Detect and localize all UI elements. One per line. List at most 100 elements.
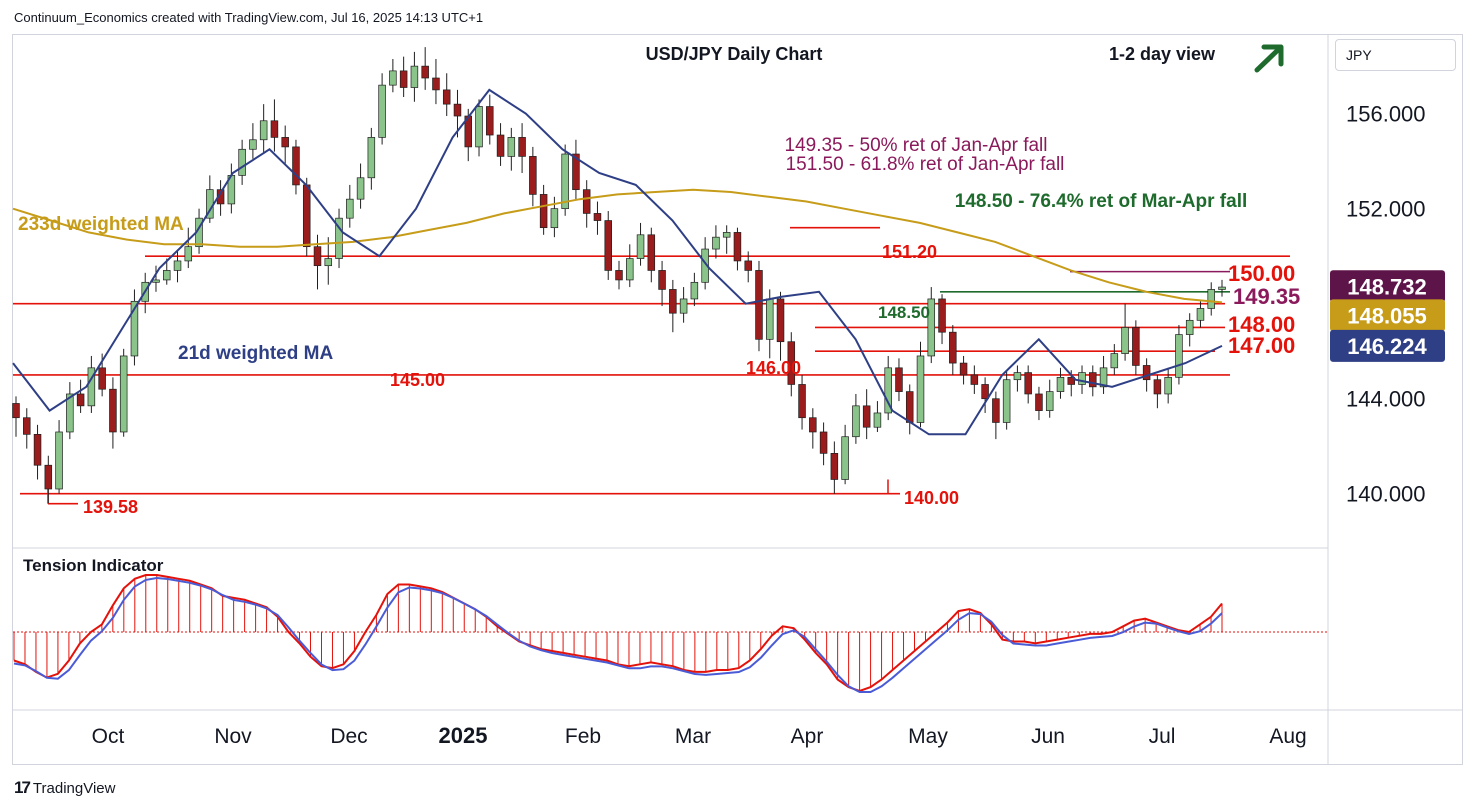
tension-signal-line <box>13 576 1223 693</box>
candle-body <box>916 355 925 423</box>
candle-body <box>324 258 333 267</box>
candle-body <box>992 398 1000 423</box>
candle-body <box>862 405 871 428</box>
candle-body <box>776 298 785 343</box>
candle-body <box>1218 286 1226 290</box>
candle-body <box>378 84 386 138</box>
candle-body <box>163 270 171 281</box>
candle-body <box>733 232 742 262</box>
candle-body <box>959 362 968 376</box>
candle-body <box>539 194 548 229</box>
candle-body <box>496 134 505 157</box>
candle-body <box>249 139 257 150</box>
candle-body <box>1099 367 1108 388</box>
x-tick-label: Oct <box>92 725 125 748</box>
candle-body <box>313 246 322 267</box>
x-tick-label: May <box>908 725 948 748</box>
candle-body <box>690 281 699 300</box>
candle-body <box>399 70 408 88</box>
chart-frame[interactable] <box>12 34 1463 765</box>
y-tick-label: 152.000 <box>1346 197 1426 222</box>
candle-body <box>830 453 839 480</box>
candle-body <box>259 120 268 141</box>
candle-body <box>819 431 828 454</box>
candle-body <box>1035 393 1043 411</box>
level-label: 147.00 <box>1228 333 1295 358</box>
candle-body <box>884 367 892 414</box>
candle-body <box>152 279 160 283</box>
candle-body <box>905 391 914 423</box>
candle-body <box>507 137 516 157</box>
candle-body <box>292 146 300 186</box>
candle-body <box>421 65 429 79</box>
candle-body <box>1013 372 1022 381</box>
y-tick-label: 140.000 <box>1346 482 1426 507</box>
level-label: 149.35 <box>1233 284 1300 309</box>
candle-body <box>109 388 117 433</box>
candle-body <box>1110 353 1119 369</box>
candle-body <box>787 341 796 385</box>
level-label: 150.00 <box>1228 261 1295 286</box>
up-right-arrow-icon <box>1254 44 1284 73</box>
candle-body <box>1002 379 1011 423</box>
price-badge-label: 148.055 <box>1347 303 1427 328</box>
candle-body <box>238 148 246 176</box>
candle-body <box>809 417 817 433</box>
candle-body <box>981 384 989 400</box>
candle-body <box>389 70 397 86</box>
chart-subtitle: 1-2 day view <box>1109 44 1216 64</box>
candle-body <box>561 153 569 210</box>
candle-body <box>1024 372 1032 395</box>
chart-title: USD/JPY Daily Chart <box>646 44 823 64</box>
tradingview-logo-icon: 17 <box>14 778 31 797</box>
candle-body <box>852 405 860 438</box>
x-tick-label: Jul <box>1149 725 1176 748</box>
price-badge <box>1330 270 1445 303</box>
candle-body <box>1196 308 1205 321</box>
candle-body <box>744 260 752 271</box>
candle-body <box>76 393 85 407</box>
ma-233d-label: 233d weighted MA <box>18 214 184 235</box>
candle-body <box>1089 372 1097 388</box>
candle-body <box>970 374 979 385</box>
currency-selector[interactable]: JPY <box>1335 39 1456 71</box>
candle-body <box>572 153 580 191</box>
candle-body <box>755 270 763 340</box>
candle-body <box>270 120 279 138</box>
x-tick-label: Apr <box>791 725 824 748</box>
candle-body <box>658 270 666 290</box>
candle-body <box>636 234 645 259</box>
level-label: 151.20 <box>882 242 937 262</box>
candle-body <box>669 289 677 314</box>
candle-body <box>1153 379 1162 395</box>
candle-body <box>722 232 731 238</box>
candle-body <box>453 103 462 117</box>
level-label: 148.00 <box>1228 312 1295 337</box>
tension-indicator-title: Tension Indicator <box>23 556 164 575</box>
candle-body <box>841 436 849 480</box>
candle-body <box>346 198 354 219</box>
candle-body <box>938 298 946 333</box>
x-tick-label: Aug <box>1269 725 1306 748</box>
candle-body <box>593 213 602 221</box>
candle-body <box>1164 376 1172 395</box>
level-label: 145.00 <box>390 370 445 390</box>
candle-body <box>23 417 31 435</box>
candle-body <box>486 106 494 136</box>
ma-21d-label: 21d weighted MA <box>178 343 333 364</box>
level-label: 146.00 <box>746 358 801 378</box>
level-label: 139.58 <box>83 497 138 517</box>
candle-body <box>712 236 720 250</box>
candle-body <box>87 367 96 407</box>
y-tick-label: 144.000 <box>1346 387 1426 412</box>
candle-body <box>302 184 311 248</box>
tradingview-logo[interactable]: 17 TradingView <box>14 778 115 798</box>
candle-body <box>582 189 591 214</box>
candle-body <box>1121 327 1129 354</box>
tradingview-brand-text: TradingView <box>32 779 116 797</box>
candle-body <box>410 65 419 88</box>
candle-body <box>335 217 343 259</box>
x-tick-label: Dec <box>330 725 367 748</box>
candle-body <box>626 258 634 281</box>
